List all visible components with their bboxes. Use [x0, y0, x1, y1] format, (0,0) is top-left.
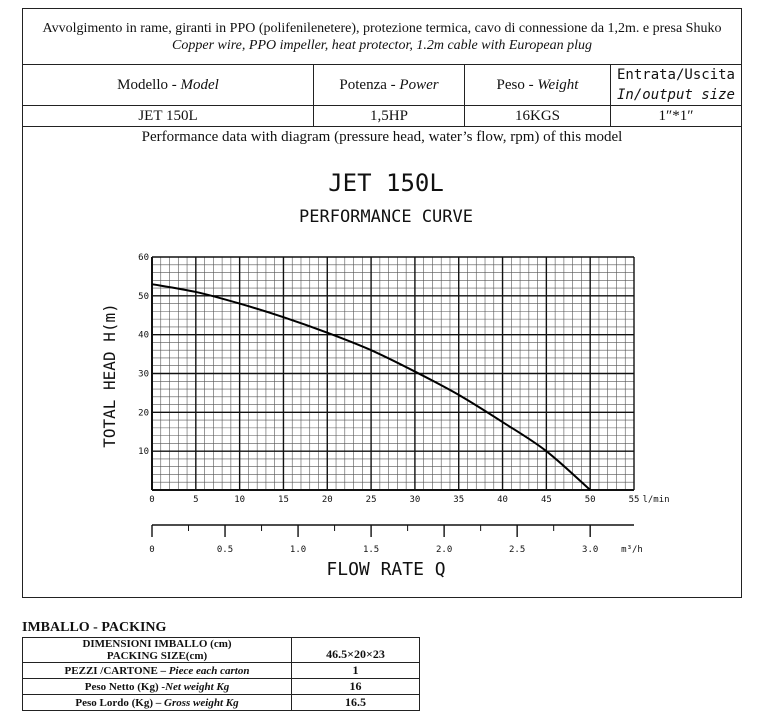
- header-model: Modello - Model: [22, 64, 314, 106]
- packing-title: IMBALLO - PACKING: [22, 620, 167, 635]
- secondary-tick-label: 0: [149, 545, 154, 555]
- y-tick-label: 30: [138, 370, 149, 380]
- pieces-value: 1: [291, 662, 420, 679]
- header-power-en: Power: [399, 76, 439, 93]
- header-io-it: Entrata/Uscita: [616, 67, 735, 83]
- x-tick-label: 50: [585, 495, 596, 505]
- x-tick-label: 5: [193, 495, 198, 505]
- header-weight-en: Weight: [537, 76, 579, 93]
- gross-weight-label-en: Gross weight Kg: [164, 696, 239, 709]
- product-spec-table: Avvolgimento in rame, giranti in PPO (po…: [22, 8, 742, 598]
- net-weight-label-it: Peso Netto (Kg) -: [84, 680, 166, 693]
- x-tick-label: 55: [629, 495, 640, 505]
- header-weight-it: Peso -: [496, 76, 538, 93]
- secondary-tick-label: 3.0: [582, 545, 598, 555]
- header-model-it: Modello -: [117, 76, 181, 93]
- gross-weight-value: 16.5: [291, 694, 420, 711]
- gross-weight-label-it: Peso Lordo (Kg) –: [75, 696, 165, 709]
- description-italian: Avvolgimento in rame, giranti in PPO (po…: [42, 20, 722, 36]
- header-power: Potenza - Power: [313, 64, 465, 106]
- y-tick-label: 10: [138, 447, 149, 457]
- secondary-tick-label: 2.5: [509, 545, 525, 555]
- y-tick-label: 60: [138, 253, 149, 263]
- description-cell: Avvolgimento in rame, giranti in PPO (po…: [22, 8, 742, 65]
- packing-size-value: 46.5×20×23: [291, 637, 420, 663]
- value-power: 1,5HP: [313, 105, 465, 127]
- x-axis-title: FLOW RATE Q: [326, 559, 445, 580]
- performance-caption: Performance data with diagram (pressure …: [141, 129, 623, 145]
- packing-size-label-en: PACKING SIZE(cm): [106, 650, 208, 662]
- performance-cell: Performance data with diagram (pressure …: [22, 126, 742, 598]
- pieces-label-it: PEZZI /CARTONE –: [64, 664, 169, 677]
- chart-title: JET 150L: [328, 169, 444, 197]
- header-model-en: Model: [180, 76, 219, 93]
- net-weight-label: Peso Netto (Kg) -Net weight Kg: [22, 678, 292, 695]
- value-model: JET 150L: [22, 105, 314, 127]
- net-weight-label-en: Net weight Kg: [165, 680, 230, 693]
- value-weight: 16KGS: [464, 105, 611, 127]
- secondary-tick-label: 2.0: [436, 545, 452, 555]
- value-io-size: 1″*1″: [610, 105, 742, 127]
- header-io-size: Entrata/Uscita In/output size: [610, 64, 742, 106]
- performance-curve-line: [151, 283, 591, 491]
- secondary-unit-label: m³/h: [621, 545, 643, 555]
- secondary-tick-label: 0.5: [217, 545, 233, 555]
- x-unit-label: l/min: [642, 495, 669, 505]
- performance-chart: JET 150L PERFORMANCE CURVE 10 20 30 40 50 60 0 5 1…: [100, 169, 670, 580]
- x-tick-label: 0: [149, 495, 154, 505]
- y-tick-label: 20: [138, 408, 149, 418]
- packing-table: DIMENSIONI IMBALLO (cm) PACKING SIZE(cm)…: [22, 637, 420, 711]
- x-tick-label: 45: [541, 495, 552, 505]
- packing-size-label: DIMENSIONI IMBALLO (cm) PACKING SIZE(cm): [22, 637, 292, 663]
- x-tick-label: 40: [497, 495, 508, 505]
- x-tick-label: 25: [366, 495, 377, 505]
- packing-size-label-it: DIMENSIONI IMBALLO (cm): [82, 638, 232, 650]
- net-weight-value: 16: [291, 678, 420, 695]
- secondary-tick-label: 1.5: [363, 545, 379, 555]
- y-tick-label: 50: [138, 292, 149, 302]
- header-io-en: In/output size: [616, 87, 735, 103]
- description-english: Copper wire, PPO impeller, heat protecto…: [172, 37, 592, 53]
- pieces-label: PEZZI /CARTONE – Piece each carton: [22, 662, 292, 679]
- secondary-tick-label: 1.0: [290, 545, 306, 555]
- x-tick-label: 20: [322, 495, 333, 505]
- header-weight: Peso - Weight: [464, 64, 611, 106]
- y-tick-label: 40: [138, 331, 149, 341]
- x-tick-label: 35: [453, 495, 464, 505]
- x-tick-label: 10: [234, 495, 245, 505]
- y-axis-title: TOTAL HEAD H(m): [100, 303, 119, 448]
- pieces-label-en: Piece each carton: [168, 664, 250, 677]
- x-tick-label: 15: [278, 495, 289, 505]
- x-tick-label: 30: [409, 495, 420, 505]
- gross-weight-label: Peso Lordo (Kg) – Gross weight Kg: [22, 694, 292, 711]
- chart-subtitle: PERFORMANCE CURVE: [299, 207, 473, 227]
- header-power-it: Potenza -: [339, 76, 400, 93]
